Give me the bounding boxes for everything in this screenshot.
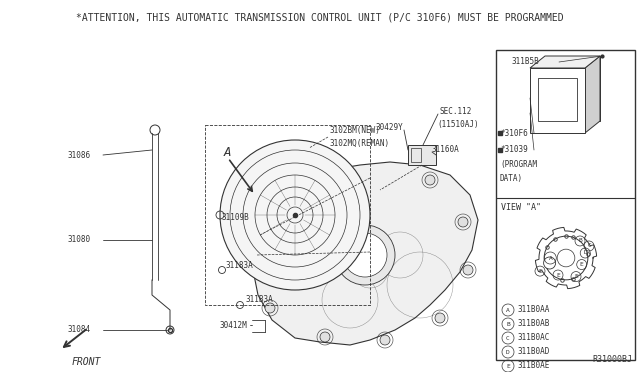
- Text: E: E: [574, 274, 578, 279]
- Circle shape: [220, 140, 370, 290]
- Text: 30412M: 30412M: [220, 321, 248, 330]
- Bar: [496, 50, 635, 360]
- Text: E: E: [556, 273, 560, 278]
- Circle shape: [320, 332, 330, 342]
- Text: A: A: [506, 308, 510, 312]
- Text: 3102BM(NEW): 3102BM(NEW): [330, 125, 381, 135]
- Text: D: D: [506, 350, 510, 355]
- Text: D: D: [583, 250, 587, 256]
- Text: 311B0AB: 311B0AB: [518, 320, 550, 328]
- Text: 311B0AC: 311B0AC: [518, 334, 550, 343]
- Circle shape: [425, 175, 435, 185]
- Polygon shape: [530, 56, 600, 68]
- Bar: [205, 125, 370, 305]
- Circle shape: [543, 257, 556, 269]
- Text: DATA): DATA): [500, 173, 523, 183]
- Text: 31183A: 31183A: [226, 260, 253, 269]
- Text: 31086: 31086: [68, 151, 91, 160]
- Circle shape: [265, 303, 275, 313]
- Text: A: A: [548, 256, 552, 260]
- Text: E: E: [538, 269, 542, 273]
- Circle shape: [458, 217, 468, 227]
- Text: 311B5B: 311B5B: [511, 58, 539, 67]
- Text: 311B0AD: 311B0AD: [518, 347, 550, 356]
- Text: SEC.112: SEC.112: [440, 108, 472, 116]
- Circle shape: [435, 313, 445, 323]
- Text: R31000BJ: R31000BJ: [592, 355, 632, 364]
- Text: 31084: 31084: [68, 326, 91, 334]
- Bar: [538, 78, 577, 121]
- Text: 31160A: 31160A: [432, 145, 460, 154]
- Text: A: A: [224, 147, 232, 160]
- Bar: [408, 145, 436, 165]
- Bar: [530, 68, 585, 133]
- Circle shape: [380, 335, 390, 345]
- Text: 31080: 31080: [68, 235, 91, 244]
- Circle shape: [463, 265, 473, 275]
- Text: *31039: *31039: [500, 145, 528, 154]
- Text: *ATTENTION, THIS AUTOMATIC TRANSMISSION CONTROL UNIT (P/C 310F6) MUST BE PROGRAM: *ATTENTION, THIS AUTOMATIC TRANSMISSION …: [76, 12, 564, 22]
- Text: 311B0AE: 311B0AE: [518, 362, 550, 371]
- Polygon shape: [585, 56, 600, 133]
- Polygon shape: [252, 162, 478, 345]
- Text: 311B3A: 311B3A: [245, 295, 273, 305]
- Text: B: B: [506, 321, 510, 327]
- Circle shape: [290, 220, 300, 230]
- Text: FRONT: FRONT: [72, 357, 101, 367]
- Text: 31109B: 31109B: [222, 214, 250, 222]
- Text: E: E: [580, 262, 584, 267]
- Text: (11510AJ): (11510AJ): [437, 119, 479, 128]
- Text: C: C: [587, 244, 591, 248]
- Text: *310F6: *310F6: [500, 128, 528, 138]
- Bar: [411, 148, 421, 162]
- Text: E: E: [506, 363, 510, 369]
- Text: C: C: [506, 336, 510, 340]
- Text: (PROGRAM: (PROGRAM: [500, 160, 537, 170]
- Circle shape: [335, 225, 395, 285]
- Text: VIEW "A": VIEW "A": [501, 203, 541, 212]
- Text: 311B0AA: 311B0AA: [518, 305, 550, 314]
- Text: 30429Y: 30429Y: [376, 124, 404, 132]
- Text: 3102MQ(REMAN): 3102MQ(REMAN): [330, 138, 390, 148]
- Circle shape: [343, 233, 387, 277]
- Bar: [545, 56, 600, 121]
- Circle shape: [252, 260, 262, 270]
- Text: B: B: [578, 238, 582, 243]
